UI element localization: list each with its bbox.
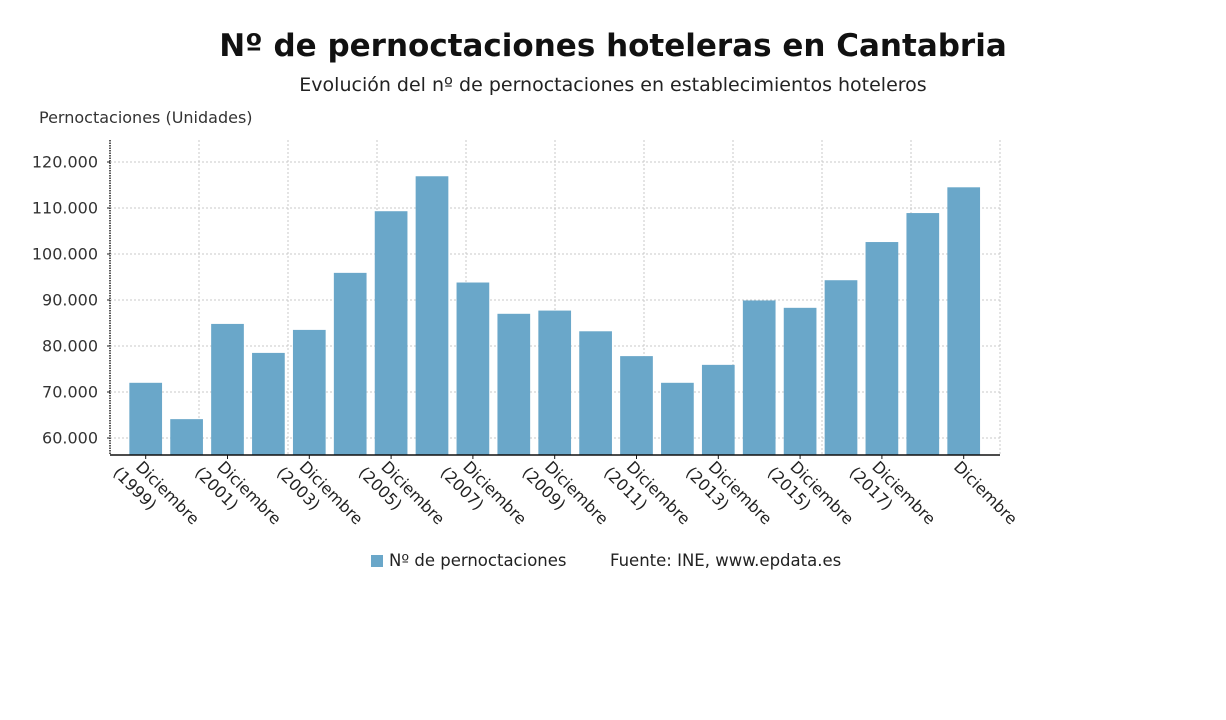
bar [374, 211, 408, 455]
x-tick-label-line1: Diciembre [950, 457, 1021, 528]
x-tick-label: Diciembre(2015) [764, 457, 858, 528]
bar [415, 176, 449, 455]
legend-swatch [371, 554, 383, 567]
source-text: Fuente: INE, www.epdata.es [610, 551, 842, 570]
x-tick-label: Diciembre(1999) [109, 457, 203, 528]
bar [211, 323, 244, 455]
bar [824, 280, 858, 455]
bar [456, 282, 490, 455]
bar [620, 356, 653, 455]
y-tick-label: 100.000 [32, 245, 98, 264]
bar [742, 300, 776, 455]
y-tick-label: 80.000 [42, 337, 98, 356]
bar [701, 364, 735, 455]
x-tick-label: Diciembre(2007) [437, 457, 531, 528]
x-tick-label: Diciembre(2003) [273, 457, 367, 528]
x-tick-label: Diciembre(2017) [846, 457, 940, 528]
x-tick-label: Diciembre(2013) [682, 457, 776, 528]
legend-label: Nº de pernoctaciones [389, 551, 567, 570]
bar [333, 272, 367, 455]
source-note: Fuente: INE, www.epdata.es [610, 551, 841, 570]
chart-subtitle: Evolución del nº de pernoctaciones en es… [299, 74, 927, 96]
bar [292, 329, 326, 455]
y-tick-label: 110.000 [32, 199, 98, 218]
x-tick-label: Diciembre(2001) [191, 457, 285, 528]
bar [865, 242, 899, 455]
bar [497, 313, 531, 455]
bar [538, 310, 572, 455]
legend-item: Nº de pernoctaciones [371, 551, 567, 570]
bar [661, 382, 694, 455]
y-tick-label: 90.000 [42, 291, 98, 310]
x-tick-label: Diciembre(2005) [355, 457, 449, 528]
y-axis-label: Pernoctaciones (Unidades) [39, 108, 253, 127]
bar [252, 352, 285, 455]
bar [783, 307, 817, 455]
bar [906, 213, 940, 455]
y-tick-label: 60.000 [42, 429, 98, 448]
chart-title: Nº de pernoctaciones hoteleras en Cantab… [219, 28, 1007, 64]
bar [579, 331, 612, 455]
x-tick-label: Diciembre(2011) [600, 457, 694, 528]
y-tick-label: 120.000 [32, 153, 98, 172]
bar [129, 382, 163, 455]
x-tick-label: Diciembre(2009) [518, 457, 612, 528]
x-tick-label: Diciembre [950, 457, 1021, 528]
bar [947, 187, 981, 456]
bar [170, 419, 203, 455]
y-tick-label: 70.000 [42, 383, 98, 402]
